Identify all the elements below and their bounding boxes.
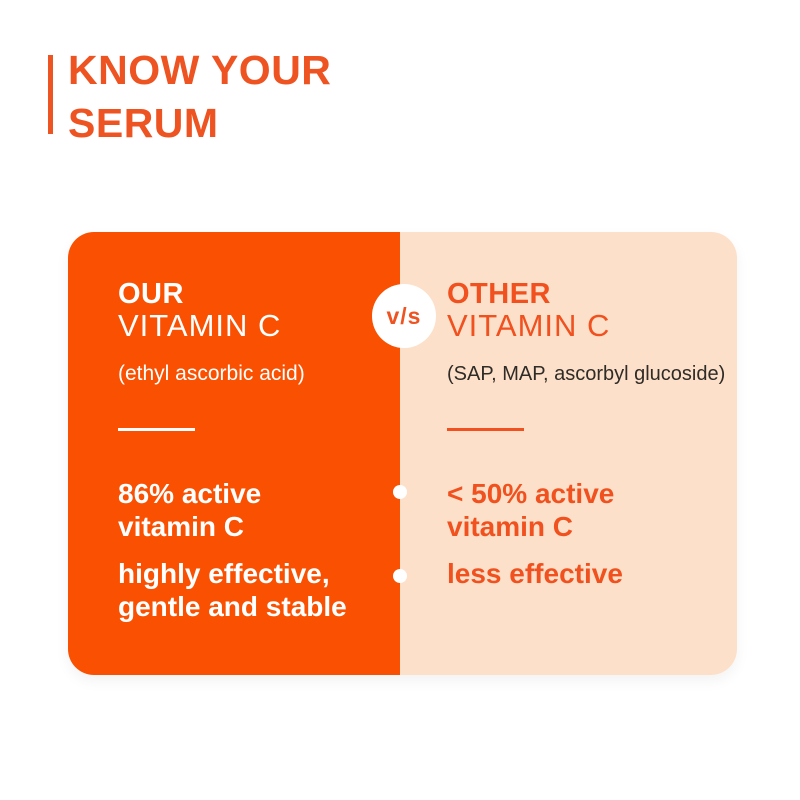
our-label: OUR xyxy=(118,278,184,310)
page-title: KNOW YOUR SERUM xyxy=(68,44,331,150)
right-divider-line xyxy=(447,428,524,431)
our-vitamin-c-panel: OUR VITAMIN C (ethyl ascorbic acid) 86% … xyxy=(68,232,400,675)
other-vitamin-c-label: VITAMIN C xyxy=(447,308,611,343)
other-ingredients-label: (SAP, MAP, ascorbyl glucoside) xyxy=(447,363,726,385)
bullet-dot xyxy=(393,485,407,499)
our-ingredients-label: (ethyl ascorbic acid) xyxy=(118,362,305,385)
other-vitamin-c-panel: OTHER VITAMIN C (SAP, MAP, ascorbyl gluc… xyxy=(400,232,737,675)
our-vitamin-c-label: VITAMIN C xyxy=(118,308,282,343)
other-point-active-vitamin: < 50% active vitamin C xyxy=(447,478,615,542)
our-point-active-vitamin: 86% active vitamin C xyxy=(118,478,262,542)
comparison-card: OUR VITAMIN C (ethyl ascorbic acid) 86% … xyxy=(68,232,737,675)
our-point-effectiveness: highly effective, gentle and stable xyxy=(118,558,347,622)
versus-badge-label: v/s xyxy=(386,302,422,329)
bullet-dot xyxy=(393,569,407,583)
left-divider-line xyxy=(118,428,195,431)
other-point-effectiveness: less effective xyxy=(447,558,623,589)
page-title-line-1: KNOW YOUR xyxy=(68,47,332,93)
other-label: OTHER xyxy=(447,278,551,310)
versus-badge: v/s xyxy=(372,284,436,348)
title-accent-bar xyxy=(48,55,53,134)
page-title-line-2: SERUM xyxy=(68,100,219,146)
